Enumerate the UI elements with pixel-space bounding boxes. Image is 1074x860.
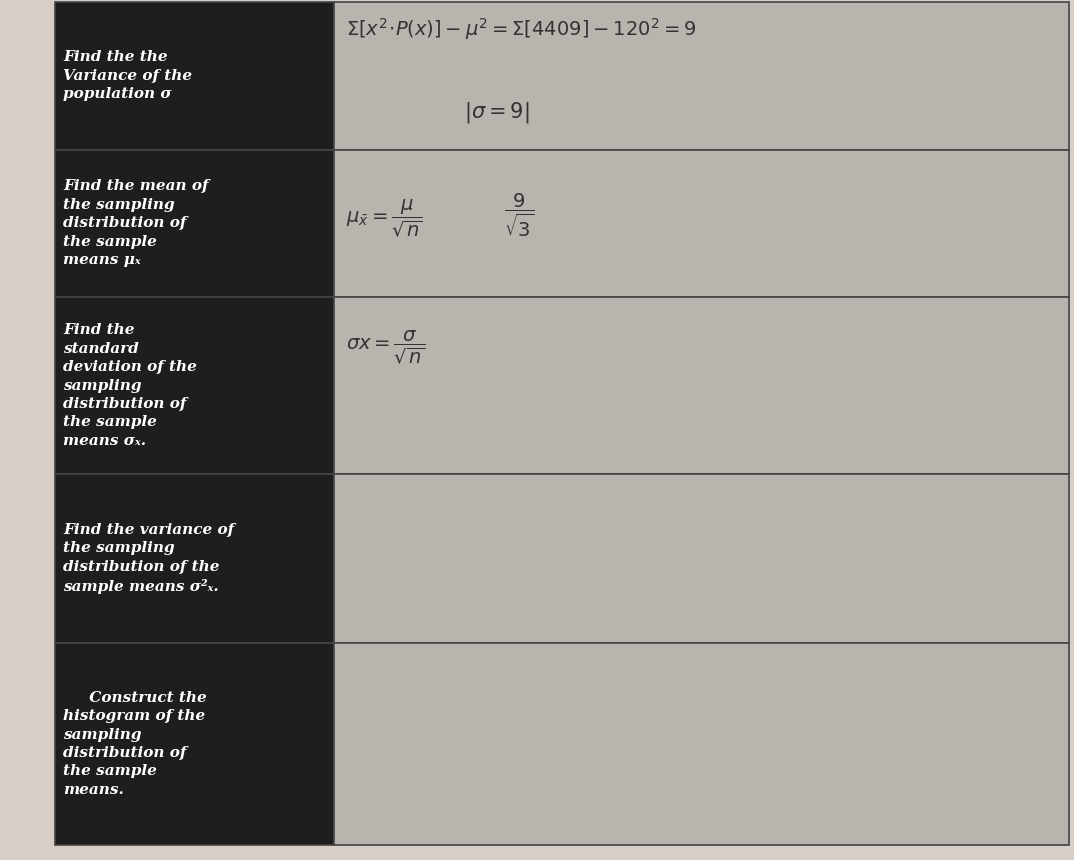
Bar — [334, 474, 1069, 642]
Text: Find the mean of
the sampling
distribution of
the sample
means μₓ: Find the mean of the sampling distributi… — [63, 180, 208, 267]
Text: $\sigma x = \dfrac{\sigma}{\sqrt{n}}$: $\sigma x = \dfrac{\sigma}{\sqrt{n}}$ — [346, 328, 425, 366]
Text: Construct the
histogram of the
sampling
distribution of
the sample
means.: Construct the histogram of the sampling … — [63, 691, 207, 797]
Bar — [55, 150, 334, 297]
Bar — [334, 297, 1069, 474]
Text: $\dfrac{9}{\sqrt{3}}$: $\dfrac{9}{\sqrt{3}}$ — [504, 192, 535, 239]
Bar — [334, 2, 1069, 150]
Bar — [55, 297, 334, 474]
Text: $\Sigma[x^2\!\cdot\! P(x)] - \mu^2 = \Sigma[4409] - 120^2 = 9$: $\Sigma[x^2\!\cdot\! P(x)] - \mu^2 = \Si… — [346, 15, 696, 41]
Text: $\mu_{\bar{x}} = \dfrac{\mu}{\sqrt{n}}$: $\mu_{\bar{x}} = \dfrac{\mu}{\sqrt{n}}$ — [346, 198, 423, 239]
Text: Find the
standard
deviation of the
sampling
distribution of
the sample
means σₓ.: Find the standard deviation of the sampl… — [63, 323, 197, 448]
Bar — [55, 2, 334, 150]
Bar — [55, 642, 334, 845]
Text: Find the the
Variance of the
population σ: Find the the Variance of the population … — [63, 51, 192, 101]
Bar — [334, 642, 1069, 845]
Text: Find the variance of
the sampling
distribution of the
sample means σ²ₓ.: Find the variance of the sampling distri… — [63, 523, 234, 593]
Bar — [334, 150, 1069, 297]
Text: $|\sigma = 9|$: $|\sigma = 9|$ — [464, 100, 529, 126]
Bar — [55, 474, 334, 642]
